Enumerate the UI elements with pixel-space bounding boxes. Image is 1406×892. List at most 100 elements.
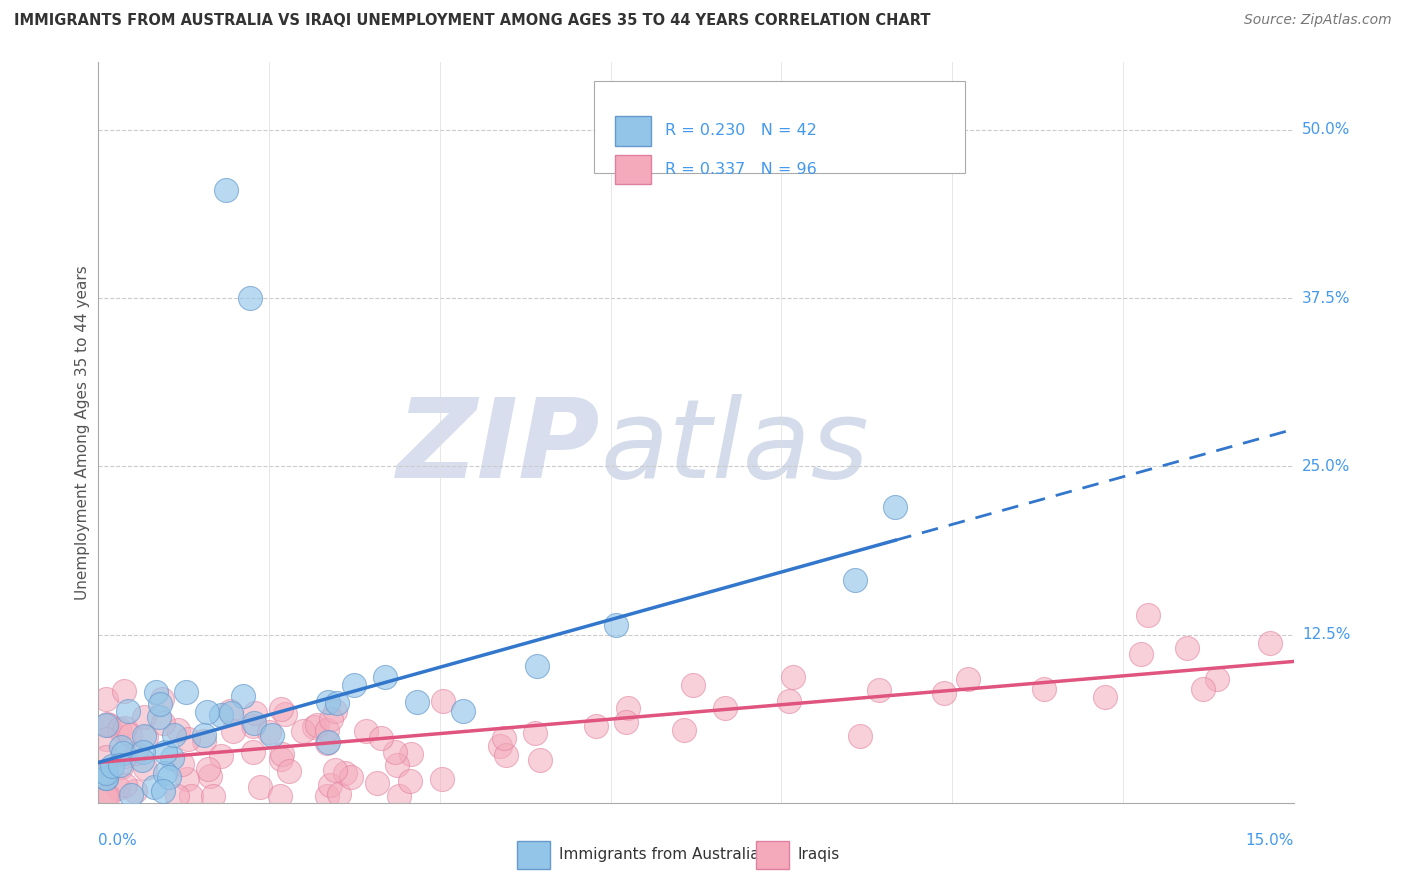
Point (149, 697, 172, 711)
Point (174, 684, 197, 698)
Point (316, 695, 339, 709)
Point (176, 731, 198, 746)
Point (605, 618, 627, 632)
Text: 25.0%: 25.0% (1302, 458, 1350, 474)
Point (110, 758, 132, 772)
Point (145, 685, 167, 699)
Bar (614, 116, 651, 145)
Point (249, 780, 271, 794)
Point (354, 723, 377, 738)
Point (195, 705, 218, 719)
Point (150, 692, 173, 706)
Point (107, 781, 129, 796)
Text: atlas: atlas (600, 394, 869, 501)
Point (239, 291, 262, 305)
Text: Iraqis: Iraqis (797, 847, 839, 863)
Bar (614, 154, 651, 185)
Point (142, 780, 165, 794)
Point (101, 759, 124, 773)
Point (114, 721, 136, 735)
Point (193, 728, 215, 742)
Point (148, 709, 170, 723)
Point (96, 718, 118, 732)
Point (1136, 608, 1159, 623)
Point (316, 736, 339, 750)
Point (166, 789, 188, 803)
Point (406, 696, 429, 710)
Point (96, 771, 118, 785)
Point (323, 763, 346, 777)
Point (124, 784, 146, 798)
Point (782, 670, 804, 684)
Point (316, 735, 339, 749)
Text: IMMIGRANTS FROM AUSTRALIA VS IRAQI UNEMPLOYMENT AMONG AGES 35 TO 44 YEARS CORREL: IMMIGRANTS FROM AUSTRALIA VS IRAQI UNEMP… (14, 13, 931, 29)
Point (110, 760, 132, 774)
Text: Immigrants from Australia: Immigrants from Australia (558, 847, 759, 863)
Point (370, 731, 392, 745)
Point (315, 789, 337, 803)
Point (131, 753, 153, 767)
Point (844, 573, 866, 587)
Point (180, 789, 202, 803)
Point (326, 696, 349, 710)
Point (1206, 672, 1229, 686)
Point (488, 739, 510, 753)
Point (97, 718, 120, 732)
Point (117, 704, 139, 718)
Text: 12.5%: 12.5% (1302, 627, 1350, 642)
Point (200, 769, 222, 783)
Point (318, 778, 340, 792)
Point (614, 715, 637, 730)
Point (432, 772, 454, 787)
Point (1033, 681, 1056, 696)
Point (112, 683, 135, 698)
Point (96, 749, 118, 764)
Point (869, 683, 891, 698)
Point (201, 789, 224, 803)
Point (343, 677, 366, 691)
Point (167, 723, 190, 738)
Point (125, 746, 148, 760)
Point (884, 500, 907, 514)
Point (134, 710, 156, 724)
Point (387, 757, 409, 772)
Point (114, 778, 136, 792)
Point (335, 765, 357, 780)
Point (529, 753, 551, 767)
Point (401, 747, 423, 761)
Point (453, 704, 475, 718)
Point (495, 748, 517, 763)
Point (714, 701, 737, 715)
Point (176, 772, 198, 786)
Point (277, 764, 299, 779)
Point (374, 670, 396, 684)
Point (585, 719, 607, 733)
Point (269, 789, 291, 803)
Point (110, 739, 132, 754)
Point (152, 783, 174, 797)
Point (262, 729, 284, 743)
Point (170, 757, 193, 772)
Point (112, 746, 135, 760)
Text: R = 0.337   N = 96: R = 0.337 N = 96 (665, 162, 817, 177)
Point (153, 745, 176, 759)
Point (114, 749, 136, 764)
Point (152, 715, 174, 730)
Point (242, 746, 264, 760)
Point (118, 728, 141, 742)
Point (1258, 636, 1281, 650)
Point (1175, 640, 1198, 655)
Point (135, 730, 157, 744)
Point (399, 774, 422, 789)
Point (132, 746, 155, 760)
Point (305, 718, 328, 732)
Text: 50.0%: 50.0% (1302, 122, 1350, 137)
Point (96, 765, 118, 780)
Point (617, 700, 640, 714)
Point (1130, 648, 1153, 662)
Point (384, 745, 406, 759)
Point (97, 789, 120, 803)
Point (134, 761, 156, 775)
Point (163, 728, 186, 742)
Point (242, 719, 264, 733)
